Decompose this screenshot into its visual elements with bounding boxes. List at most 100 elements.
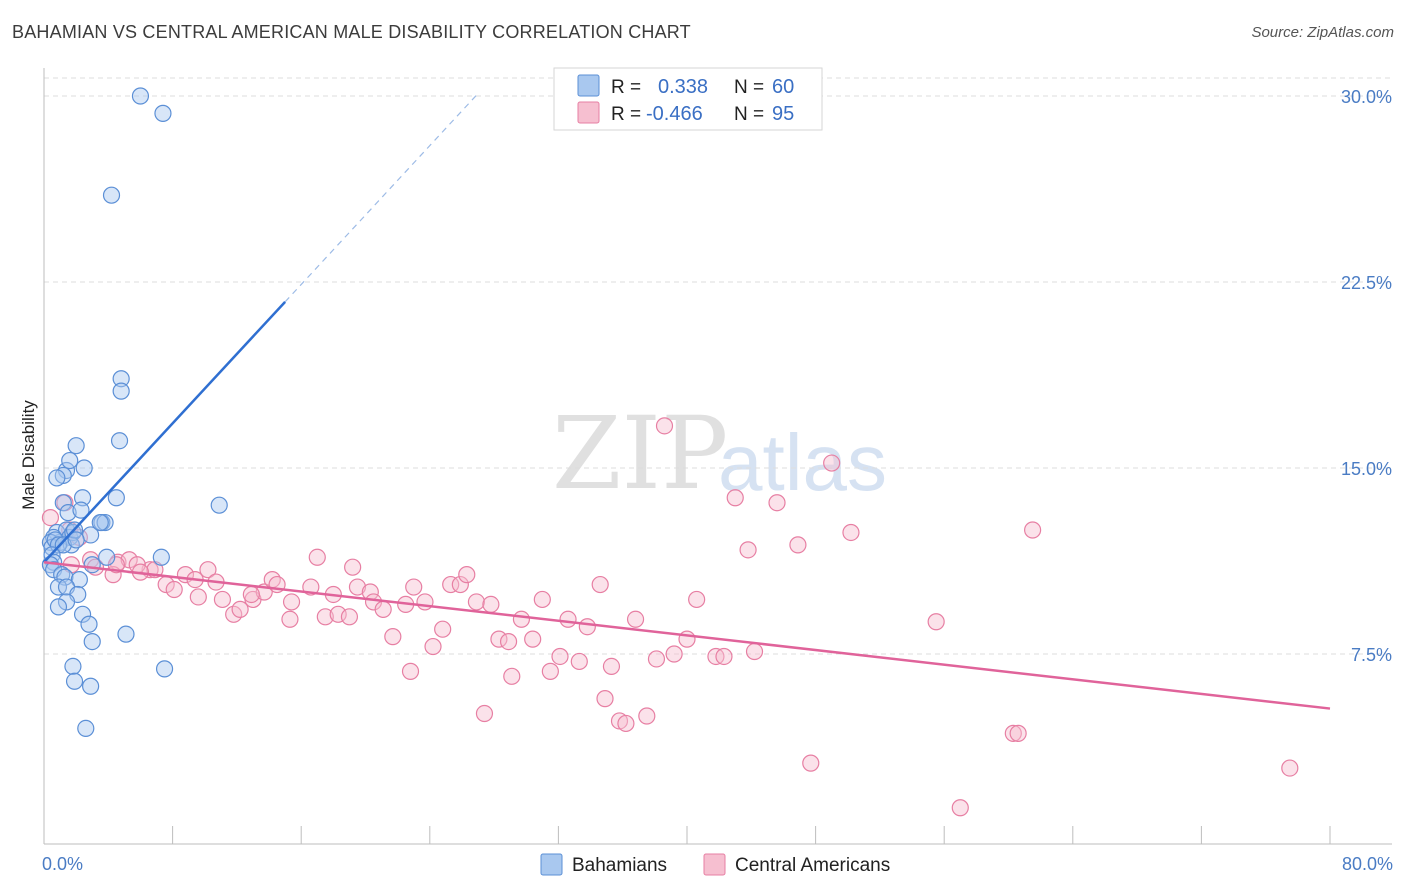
legend-r-value-2: -0.466 <box>646 103 703 125</box>
central-americans-point-31 <box>308 548 326 566</box>
central-americans-point-86 <box>655 417 674 435</box>
central-americans-point-68 <box>665 645 683 663</box>
bottom-legend-label-central-americans: Central Americans <box>735 855 890 876</box>
central-americans-point-65 <box>626 610 645 628</box>
bahamians-point-44 <box>49 598 68 616</box>
x-tick-labels: 0.0% 80.0% <box>42 854 1393 874</box>
central-americans-point-79 <box>823 454 841 472</box>
bahamians-trend-line <box>43 300 287 564</box>
bahamians-point-49 <box>152 548 170 566</box>
legend-r-label-2: R = <box>611 104 641 125</box>
bahamians-point-45 <box>73 605 92 623</box>
series-central-americans <box>41 417 1299 817</box>
y-tick-label-3: 30.0% <box>1341 87 1392 107</box>
chart-title: BAHAMIAN VS CENTRAL AMERICAN MALE DISABI… <box>12 22 691 42</box>
central-americans-point-61 <box>596 690 614 708</box>
central-americans-point-85 <box>1024 521 1042 539</box>
source-label: Source: ZipAtlas.com <box>1251 24 1394 41</box>
central-americans-point-59 <box>578 618 596 636</box>
central-americans-point-43 <box>424 637 442 656</box>
central-americans-point-21 <box>213 590 232 609</box>
central-americans-point-47 <box>458 566 476 584</box>
legend-n-value-2: 95 <box>772 103 794 125</box>
bahamians-point-2 <box>102 186 121 204</box>
bahamians-point-59 <box>67 531 85 549</box>
central-americans-point-51 <box>503 667 521 685</box>
central-americans-point-80 <box>842 523 860 542</box>
bahamians-point-11 <box>61 451 79 470</box>
series-bahamians <box>41 87 228 738</box>
central-americans-point-88 <box>499 632 518 651</box>
central-americans-point-52 <box>512 610 531 628</box>
central-americans-point-57 <box>559 610 577 628</box>
central-americans-point-28 <box>282 593 301 611</box>
bahamians-point-28 <box>54 536 72 554</box>
central-americans-point-64 <box>617 714 635 733</box>
bahamians-point-50 <box>210 496 228 514</box>
watermark-atlas: atlas <box>718 418 887 507</box>
central-americans-point-46 <box>451 575 469 594</box>
y-tick-label-0: 7.5% <box>1351 645 1392 665</box>
watermark: ZIP atlas <box>552 395 887 512</box>
bahamians-point-6 <box>67 437 85 455</box>
bahamians-point-56 <box>98 548 116 566</box>
grid-lines <box>44 77 1392 655</box>
central-americans-point-66 <box>638 707 656 725</box>
x-tick-label-0: 0.0% <box>42 854 83 874</box>
y-axis-title: Male Disability <box>19 400 38 510</box>
y-tick-labels: 7.5% 15.0% 22.5% 30.0% <box>1341 87 1392 665</box>
central-americans-point-90 <box>344 558 362 576</box>
central-americans-point-73 <box>726 489 744 507</box>
central-americans-point-62 <box>602 657 621 676</box>
central-americans-point-94 <box>1281 759 1299 777</box>
central-americans-point-56 <box>551 647 569 666</box>
central-americans-point-77 <box>789 536 807 554</box>
central-americans-point-70 <box>688 590 706 609</box>
central-americans-point-45 <box>442 575 460 594</box>
central-americans-point-91 <box>242 585 260 604</box>
bahamians-point-4 <box>112 382 130 400</box>
y-tick-label-2: 22.5% <box>1341 273 1392 293</box>
central-americans-point-23 <box>231 600 249 618</box>
bahamians-point-13 <box>73 489 92 507</box>
central-americans-point-74 <box>739 541 757 559</box>
bottom-legend-label-bahamians: Bahamians <box>572 855 667 876</box>
central-americans-point-84 <box>1009 724 1027 742</box>
central-americans-trend-line <box>43 560 1331 710</box>
central-americans-point-76 <box>768 494 786 512</box>
central-americans-point-42 <box>416 593 434 611</box>
bahamians-point-46 <box>80 615 98 633</box>
series-legend: Bahamians Central Americans <box>540 853 890 876</box>
bahamians-trend-extension <box>284 93 479 303</box>
central-americans-point-34 <box>340 608 359 626</box>
bahamians-point-16 <box>72 501 90 519</box>
bahamians-point-5 <box>110 432 129 450</box>
legend-n-label-1: N = <box>734 77 764 98</box>
central-americans-point-41 <box>405 578 423 596</box>
central-americans-point-75 <box>745 642 764 661</box>
legend-swatch-central-americans <box>577 101 600 124</box>
central-americans-point-72 <box>715 647 733 666</box>
legend-swatch-bahamians <box>577 74 600 97</box>
legend-n-value-1: 60 <box>772 76 794 98</box>
central-americans-point-19 <box>199 561 217 579</box>
bahamians-point-51 <box>155 660 174 678</box>
bahamians-point-54 <box>82 677 100 695</box>
bahamians-point-1 <box>154 104 172 122</box>
bottom-legend-swatch-bahamians <box>540 853 563 876</box>
correlation-legend: R = 0.338 N = 60 R = -0.466 N = 95 <box>553 67 823 131</box>
watermark-zip: ZIP <box>552 395 728 512</box>
central-americans-point-82 <box>951 799 969 817</box>
bahamians-point-55 <box>77 719 95 738</box>
legend-r-value-1: 0.338 <box>658 76 708 98</box>
y-tick-label-1: 15.0% <box>1341 459 1392 479</box>
x-tick-label-1: 80.0% <box>1342 854 1393 874</box>
trend-lines <box>43 93 1331 710</box>
central-americans-point-53 <box>524 630 542 648</box>
central-americans-point-83 <box>1004 724 1022 742</box>
central-americans-point-58 <box>570 652 588 671</box>
central-americans-point-55 <box>541 662 559 680</box>
bahamians-point-53 <box>65 672 84 690</box>
central-americans-point-87 <box>475 704 494 723</box>
bahamians-point-10 <box>48 469 66 487</box>
